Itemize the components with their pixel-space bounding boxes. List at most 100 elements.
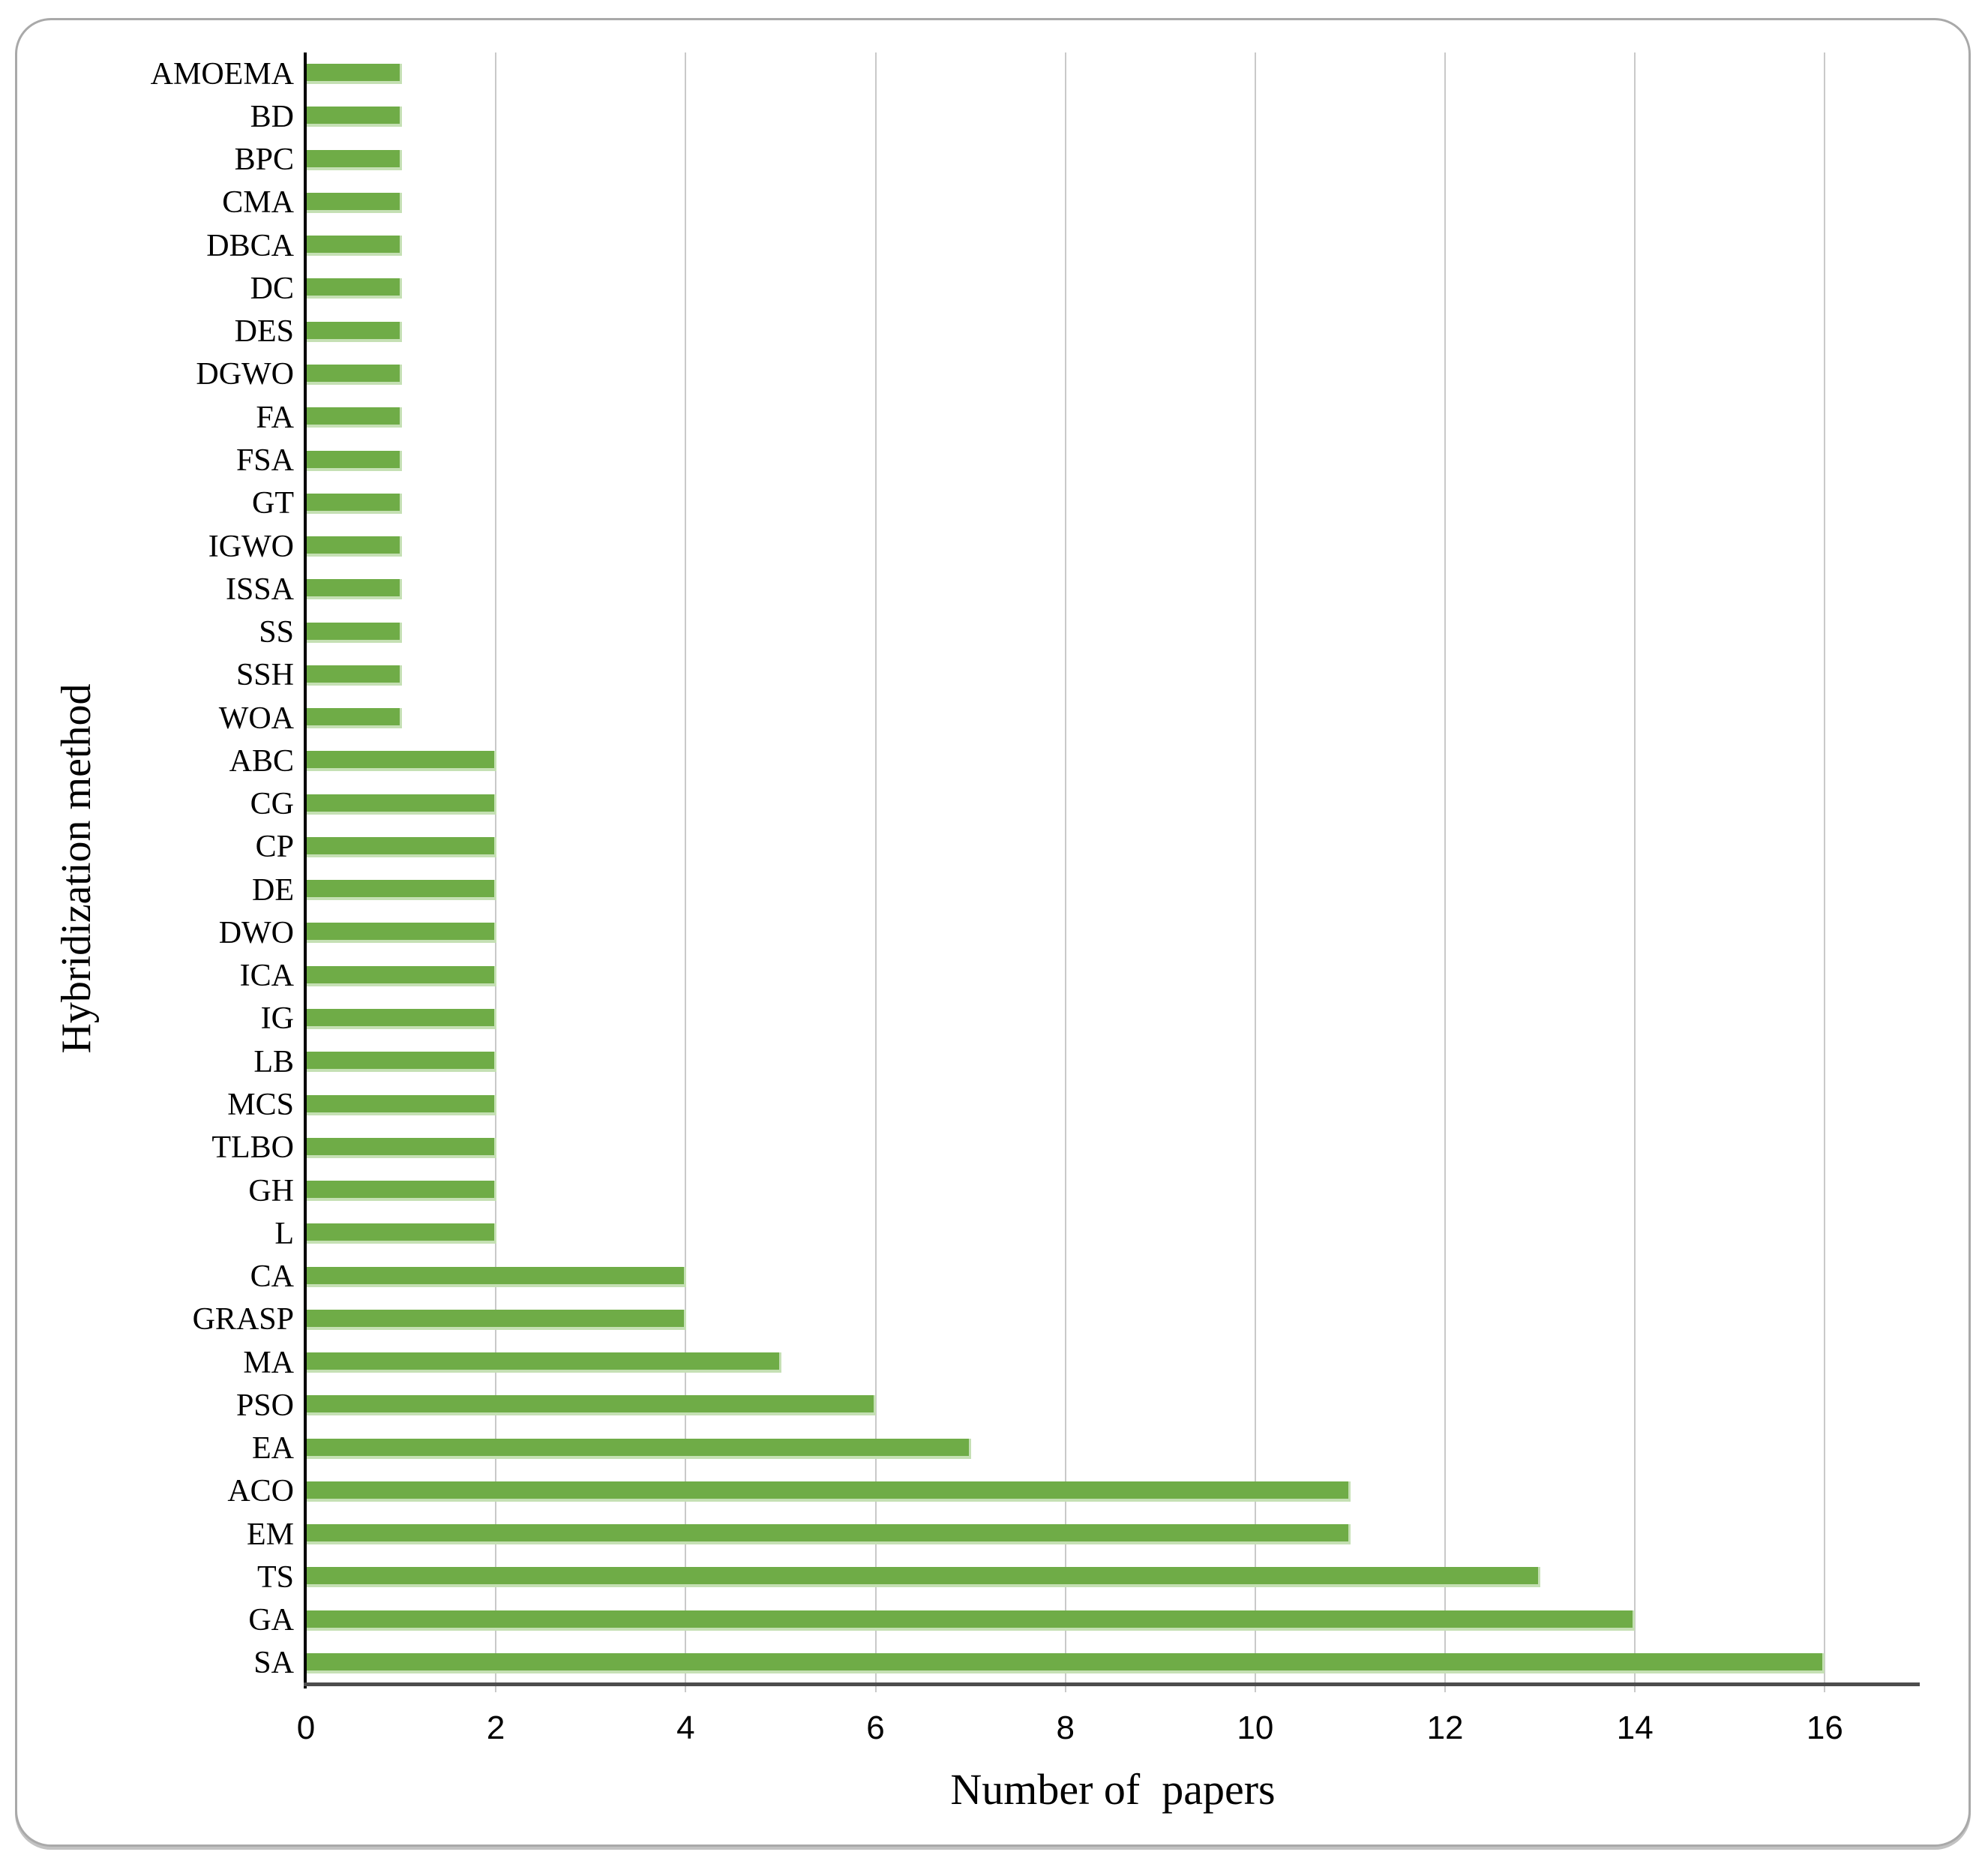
category-label: GH <box>248 1173 294 1208</box>
bar-row <box>307 955 1920 998</box>
category-label: FA <box>256 400 294 435</box>
bar <box>307 107 402 128</box>
bar <box>307 450 402 471</box>
bar <box>307 965 497 986</box>
category-label: DE <box>252 872 294 908</box>
category-label: CP <box>255 830 294 865</box>
bar-row <box>307 998 1920 1040</box>
x-tick-label: 4 <box>676 1709 695 1746</box>
x-axis-line <box>304 1682 1920 1686</box>
bars <box>307 53 1920 1685</box>
gridline <box>495 53 497 1692</box>
x-tick-labels: 0 2 4 6 8 10 12 14 16 <box>297 1709 1920 1757</box>
category-label: IG <box>260 1001 294 1037</box>
bar-row <box>307 1513 1920 1556</box>
x-tick-label: 0 <box>296 1709 316 1746</box>
category-label: ABC <box>229 743 294 779</box>
category-label: L <box>274 1216 294 1251</box>
bar-row <box>307 1599 1920 1642</box>
bar-row <box>307 697 1920 740</box>
category-label: GA <box>248 1603 294 1638</box>
category-label: FSA <box>235 443 294 479</box>
bar-row <box>307 353 1920 396</box>
category-label: DC <box>250 271 294 306</box>
bar <box>307 1181 497 1202</box>
bar-row <box>307 1298 1920 1341</box>
bar-row <box>307 740 1920 782</box>
category-label: DES <box>234 314 294 350</box>
bar-row <box>307 1083 1920 1126</box>
category-label: GT <box>252 486 294 521</box>
bar <box>307 536 402 557</box>
bar <box>307 1438 971 1459</box>
plot-area <box>304 53 1920 1692</box>
bar-row <box>307 525 1920 568</box>
category-label: TS <box>256 1559 294 1595</box>
bar-row <box>307 1642 1920 1685</box>
bar <box>307 1052 497 1073</box>
gridline <box>1824 53 1826 1692</box>
bar <box>307 708 402 729</box>
bar-row <box>307 1427 1920 1470</box>
x-axis-title: Number of papers <box>950 1765 1276 1814</box>
bar-row <box>307 53 1920 95</box>
bar-row <box>307 95 1920 138</box>
x-tick-label: 16 <box>1806 1709 1843 1746</box>
bar-row <box>307 311 1920 353</box>
bar <box>307 1481 1351 1502</box>
x-tick-label: 2 <box>486 1709 505 1746</box>
category-label: MA <box>243 1345 294 1380</box>
bar <box>307 236 402 257</box>
bar <box>307 794 497 815</box>
category-label: ISSA <box>225 572 294 607</box>
y-axis-line <box>304 53 307 1688</box>
bar-row <box>307 826 1920 869</box>
category-label: MCS <box>227 1088 294 1122</box>
bar <box>307 923 497 944</box>
gridline <box>1064 53 1066 1692</box>
category-label: WOA <box>218 701 294 736</box>
bar-row <box>307 869 1920 911</box>
category-label: BPC <box>234 143 294 178</box>
category-label: CA <box>250 1259 294 1295</box>
category-label: ACO <box>227 1474 294 1509</box>
category-label: TLBO <box>211 1130 294 1166</box>
bar-row <box>307 182 1920 224</box>
bar-row <box>307 911 1920 954</box>
bar-row <box>307 1169 1920 1212</box>
bar <box>307 1652 1825 1673</box>
category-label: CMA <box>222 185 294 221</box>
bar-row <box>307 1556 1920 1598</box>
bar <box>307 1094 497 1115</box>
bar <box>307 579 402 600</box>
category-label: IGWO <box>208 529 294 564</box>
bar <box>307 1567 1540 1588</box>
category-labels: AMOEMA BD BPC CMA DBCA DC DES DGWO FA FSA GT IGWO IS… <box>0 53 294 1685</box>
category-label: AMOEMA <box>150 56 294 92</box>
bar <box>307 1008 497 1029</box>
bar-row <box>307 1040 1920 1083</box>
bar-row <box>307 783 1920 826</box>
gridline <box>685 53 687 1692</box>
gridline <box>1634 53 1636 1692</box>
category-label: DGWO <box>196 357 294 392</box>
bar <box>307 64 402 85</box>
category-label: SA <box>253 1646 294 1681</box>
category-label: DWO <box>218 915 294 950</box>
bar <box>307 622 402 643</box>
bar <box>307 364 402 385</box>
bar-row <box>307 1212 1920 1255</box>
bar <box>307 321 402 342</box>
bar-row <box>307 568 1920 611</box>
category-label: ICA <box>239 959 294 994</box>
x-tick-label: 6 <box>866 1709 885 1746</box>
bar <box>307 880 497 901</box>
bar-row <box>307 396 1920 439</box>
category-label: EA <box>252 1431 294 1466</box>
bar <box>307 1610 1636 1631</box>
gridline <box>1444 53 1447 1692</box>
bar <box>307 1395 877 1416</box>
bar-row <box>307 439 1920 482</box>
bar-row <box>307 611 1920 653</box>
category-label: LB <box>253 1044 294 1079</box>
